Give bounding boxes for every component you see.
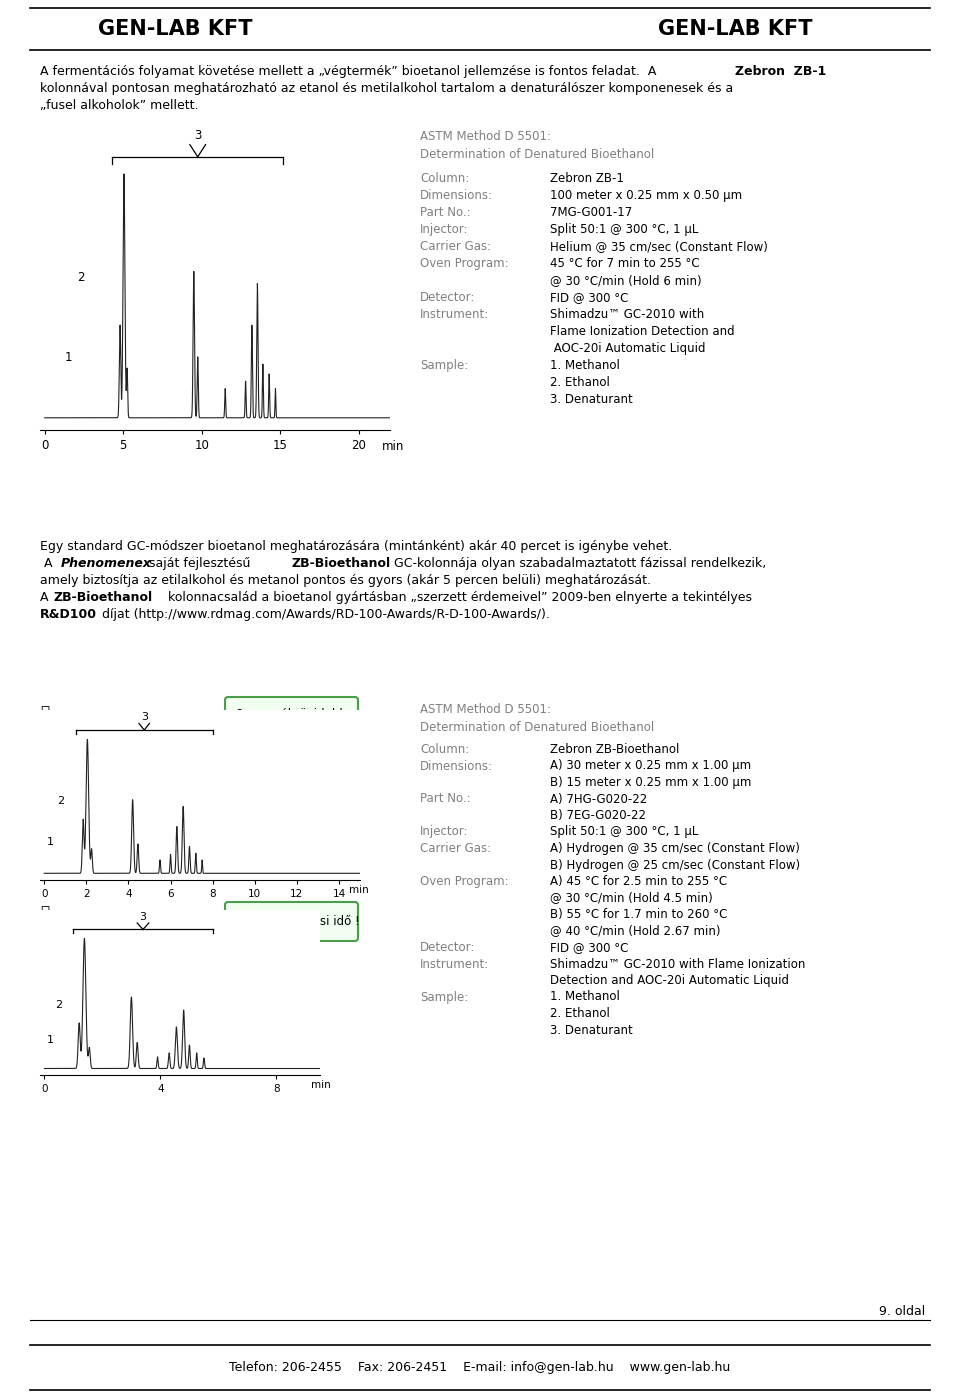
Text: ASTM Method D 5501:
Determination of Denatured Bioethanol: ASTM Method D 5501: Determination of Den… <box>420 704 655 734</box>
Text: Part No.:: Part No.: <box>420 793 470 805</box>
Text: A: A <box>40 557 57 570</box>
Text: @ 30 °C/min (Hold 6 min): @ 30 °C/min (Hold 6 min) <box>550 274 702 288</box>
Text: B) 55 °C for 1.7 min to 260 °C: B) 55 °C for 1.7 min to 260 °C <box>550 907 728 921</box>
Text: 3: 3 <box>141 712 148 722</box>
Text: A fermentációs folyamat követése mellett a „végtermék” bioetanol jellemzése is f: A fermentációs folyamat követése mellett… <box>40 66 660 78</box>
Text: 2: 2 <box>77 271 84 283</box>
Text: 8 percnél rövidebb
elemzési idő !: 8 percnél rövidebb elemzési idő ! <box>236 708 347 737</box>
Text: Detector:: Detector: <box>420 290 475 304</box>
Text: Instrument:: Instrument: <box>420 958 490 970</box>
Text: AOC-20i Automatic Liquid: AOC-20i Automatic Liquid <box>550 342 706 355</box>
Text: 3. Denaturant: 3. Denaturant <box>550 394 633 406</box>
Text: R&D100: R&D100 <box>40 609 97 621</box>
Text: Part No.:: Part No.: <box>420 207 470 219</box>
FancyBboxPatch shape <box>225 697 358 748</box>
Text: Egy standard GC-módszer bioetanol meghatározására (mintánként) akár 40 percet is: Egy standard GC-módszer bioetanol meghat… <box>40 540 672 553</box>
Text: FID @ 300 °C: FID @ 300 °C <box>550 941 629 953</box>
Text: 45 °C for 7 min to 255 °C: 45 °C for 7 min to 255 °C <box>550 257 700 269</box>
Text: B) 15 meter x 0.25 mm x 1.00 μm: B) 15 meter x 0.25 mm x 1.00 μm <box>550 776 752 789</box>
Text: Split 50:1 @ 300 °C, 1 μL: Split 50:1 @ 300 °C, 1 μL <box>550 223 698 236</box>
Text: GEN-LAB KFT: GEN-LAB KFT <box>98 20 252 39</box>
Text: A) 7HG-G020-22: A) 7HG-G020-22 <box>550 793 647 805</box>
Text: min: min <box>311 1081 331 1090</box>
Text: Zebron ZB-Bioethanol: Zebron ZB-Bioethanol <box>550 743 680 757</box>
Text: GEN-LAB KFT: GEN-LAB KFT <box>658 20 812 39</box>
Text: 1: 1 <box>47 836 54 846</box>
Text: 2: 2 <box>56 1000 62 1011</box>
Text: Detector:: Detector: <box>420 941 475 953</box>
Text: Injector:: Injector: <box>420 223 468 236</box>
Text: kolonnával pontosan meghatározható az etanol és metilalkohol tartalom a denaturá: kolonnával pontosan meghatározható az et… <box>40 82 733 95</box>
Text: Flame Ionization Detection and: Flame Ionization Detection and <box>550 325 734 338</box>
Text: Injector:: Injector: <box>420 825 468 839</box>
Text: 3: 3 <box>194 130 202 142</box>
Text: „fusel alkoholok” mellett.: „fusel alkoholok” mellett. <box>40 99 199 112</box>
Text: B) 7EG-G020-22: B) 7EG-G020-22 <box>550 810 646 822</box>
Text: Oven Program:: Oven Program: <box>420 875 509 888</box>
Text: Carrier Gas:: Carrier Gas: <box>420 842 492 854</box>
Text: díjat (http://www.rdmag.com/Awards/RD-100-Awards/R-D-100-Awards/).: díjat (http://www.rdmag.com/Awards/RD-10… <box>98 609 550 621</box>
Text: A) Hydrogen @ 35 cm/sec (Constant Flow): A) Hydrogen @ 35 cm/sec (Constant Flow) <box>550 842 800 854</box>
Text: saját fejlesztésű: saját fejlesztésű <box>145 557 254 570</box>
Text: Shimadzu™ GC-2010 with: Shimadzu™ GC-2010 with <box>550 309 705 321</box>
Text: A) 30 meter x 0.25 mm x 1.00 μm: A) 30 meter x 0.25 mm x 1.00 μm <box>550 759 751 772</box>
Text: A) 45 °C for 2.5 min to 255 °C: A) 45 °C for 2.5 min to 255 °C <box>550 875 727 888</box>
Text: Split 50:1 @ 300 °C, 1 μL: Split 50:1 @ 300 °C, 1 μL <box>550 825 698 839</box>
Text: 1. Methanol: 1. Methanol <box>550 359 620 371</box>
Text: Ⓐ: Ⓐ <box>40 705 49 720</box>
Text: GC-kolonnája olyan szabadalmaztatott fázissal rendelkezik,: GC-kolonnája olyan szabadalmaztatott fáz… <box>390 557 766 570</box>
Text: Dimensions:: Dimensions: <box>420 759 493 772</box>
Text: 1. Methanol: 1. Methanol <box>550 991 620 1004</box>
FancyBboxPatch shape <box>225 902 358 941</box>
Text: Sample:: Sample: <box>420 991 468 1004</box>
Text: 7MG-G001-17: 7MG-G001-17 <box>550 207 633 219</box>
Text: Shimadzu™ GC-2010 with Flame Ionization: Shimadzu™ GC-2010 with Flame Ionization <box>550 958 805 970</box>
Text: min: min <box>382 440 404 452</box>
Text: min: min <box>349 885 370 895</box>
Text: 3: 3 <box>139 912 147 921</box>
Text: ZB-Bioethanol: ZB-Bioethanol <box>54 591 154 604</box>
Text: Sample:: Sample: <box>420 359 468 371</box>
Text: 2: 2 <box>58 796 64 807</box>
Text: ZB-Bioethanol: ZB-Bioethanol <box>292 557 391 570</box>
Text: Zebron  ZB-1: Zebron ZB-1 <box>735 66 827 78</box>
Text: 9. oldal: 9. oldal <box>878 1305 925 1318</box>
Text: FID @ 300 °C: FID @ 300 °C <box>550 290 629 304</box>
Text: Dimensions:: Dimensions: <box>420 188 493 202</box>
Text: Instrument:: Instrument: <box>420 309 490 321</box>
Text: 2. Ethanol: 2. Ethanol <box>550 1007 610 1020</box>
Text: B) Hydrogen @ 25 cm/sec (Constant Flow): B) Hydrogen @ 25 cm/sec (Constant Flow) <box>550 859 800 871</box>
Text: Detection and AOC-20i Automatic Liquid: Detection and AOC-20i Automatic Liquid <box>550 974 789 987</box>
Text: @ 30 °C/min (Hold 4.5 min): @ 30 °C/min (Hold 4.5 min) <box>550 892 712 905</box>
Text: 2. Ethanol: 2. Ethanol <box>550 376 610 389</box>
Text: 5 perces elemzési idő !: 5 perces elemzési idő ! <box>223 914 360 928</box>
Text: ASTM Method D 5501:
Determination of Denatured Bioethanol: ASTM Method D 5501: Determination of Den… <box>420 130 655 161</box>
Text: Phenomenex: Phenomenex <box>61 557 152 570</box>
Text: 100 meter x 0.25 mm x 0.50 μm: 100 meter x 0.25 mm x 0.50 μm <box>550 188 742 202</box>
Text: Column:: Column: <box>420 743 469 757</box>
Text: @ 40 °C/min (Hold 2.67 min): @ 40 °C/min (Hold 2.67 min) <box>550 924 721 938</box>
Text: Carrier Gas:: Carrier Gas: <box>420 240 492 253</box>
Text: Ⓑ: Ⓑ <box>40 905 49 920</box>
Text: 1: 1 <box>64 352 72 364</box>
Text: 3. Denaturant: 3. Denaturant <box>550 1023 633 1036</box>
Text: Oven Program:: Oven Program: <box>420 257 509 269</box>
Text: A: A <box>40 591 53 604</box>
Text: Zebron ZB-1: Zebron ZB-1 <box>550 172 624 186</box>
Text: Helium @ 35 cm/sec (Constant Flow): Helium @ 35 cm/sec (Constant Flow) <box>550 240 768 253</box>
Text: amely biztosítja az etilalkohol és metanol pontos és gyors (akár 5 percen belüli: amely biztosítja az etilalkohol és metan… <box>40 574 651 586</box>
Text: Column:: Column: <box>420 172 469 186</box>
Text: kolonnacsalád a bioetanol gyártásban „szerzett érdemeivel” 2009-ben elnyerte a t: kolonnacsalád a bioetanol gyártásban „sz… <box>164 591 752 604</box>
Text: 1: 1 <box>47 1034 54 1046</box>
Text: Telefon: 206-2455    Fax: 206-2451    E-mail: info@gen-lab.hu    www.gen-lab.hu: Telefon: 206-2455 Fax: 206-2451 E-mail: … <box>229 1361 731 1374</box>
